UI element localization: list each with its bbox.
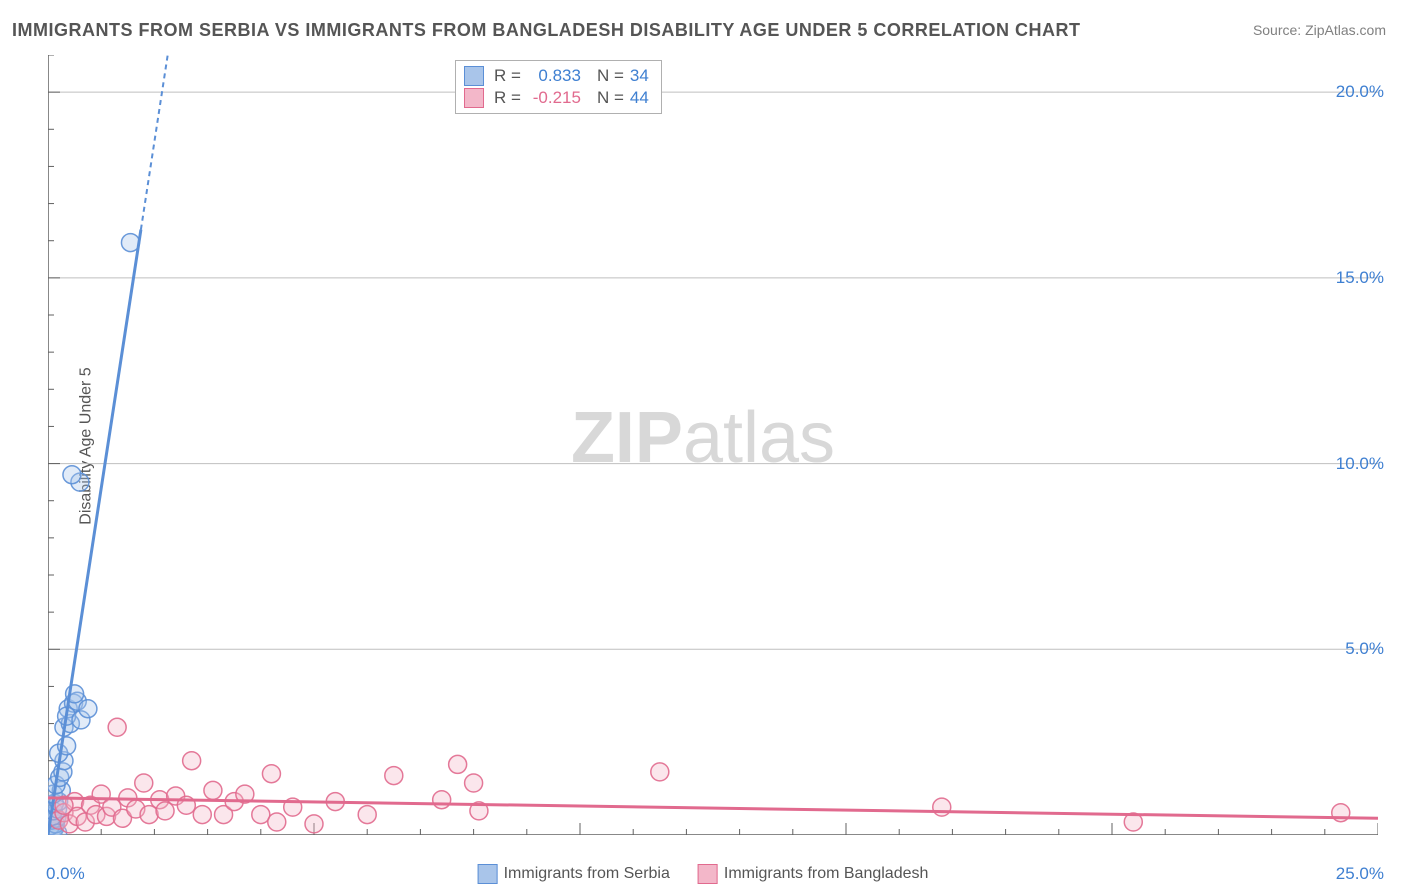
series-legend: Immigrants from Serbia Immigrants from B… <box>478 864 929 884</box>
x-tick-0: 0.0% <box>46 864 85 884</box>
legend-row-bangladesh: R = -0.215 N = 44 <box>464 87 649 109</box>
y-tick-label: 20.0% <box>1336 82 1384 102</box>
x-tick-25: 25.0% <box>1336 864 1384 884</box>
legend-swatch-serbia <box>478 864 498 884</box>
n-label: N = <box>597 66 624 86</box>
legend-item-serbia: Immigrants from Serbia <box>478 864 670 884</box>
n-label: N = <box>597 88 624 108</box>
correlation-legend: R = 0.833 N = 34 R = -0.215 N = 44 <box>455 60 662 114</box>
legend-item-bangladesh: Immigrants from Bangladesh <box>698 864 929 884</box>
y-tick-label: 15.0% <box>1336 268 1384 288</box>
r-label: R = <box>494 88 521 108</box>
chart-title: IMMIGRANTS FROM SERBIA VS IMMIGRANTS FRO… <box>12 20 1081 41</box>
legend-label-serbia: Immigrants from Serbia <box>504 865 670 883</box>
legend-swatch-bangladesh <box>698 864 718 884</box>
legend-label-bangladesh: Immigrants from Bangladesh <box>724 865 929 883</box>
legend-swatch-bangladesh <box>464 88 484 108</box>
legend-row-serbia: R = 0.833 N = 34 <box>464 65 649 87</box>
y-tick-label: 5.0% <box>1345 639 1384 659</box>
r-value-bangladesh: -0.215 <box>527 88 581 108</box>
n-value-serbia: 34 <box>630 66 649 86</box>
r-label: R = <box>494 66 521 86</box>
scatter-plot <box>48 55 1378 835</box>
source-label: Source: ZipAtlas.com <box>1253 22 1386 38</box>
y-tick-label: 10.0% <box>1336 454 1384 474</box>
legend-swatch-serbia <box>464 66 484 86</box>
n-value-bangladesh: 44 <box>630 88 649 108</box>
r-value-serbia: 0.833 <box>527 66 581 86</box>
